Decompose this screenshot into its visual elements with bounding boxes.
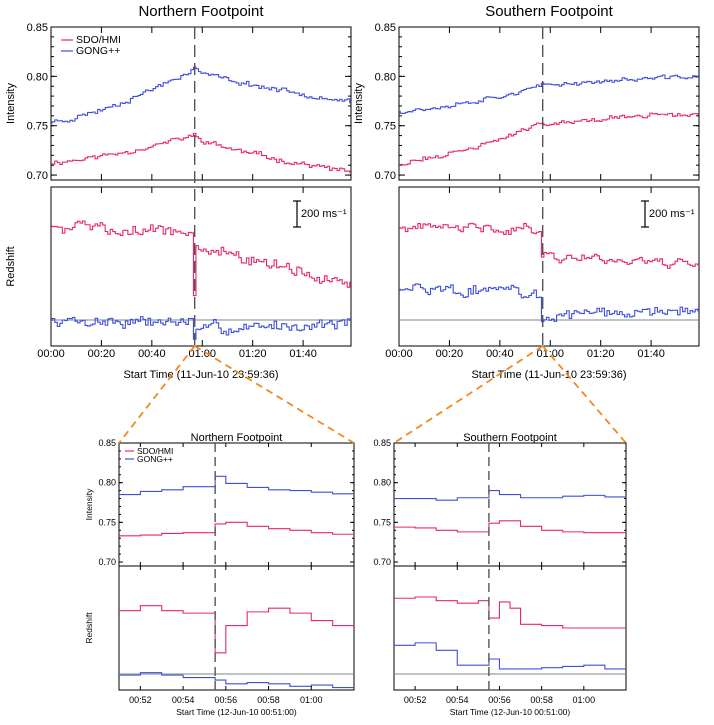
redshift-series-sdo-hmi [399, 222, 699, 269]
redshift-panel [393, 565, 627, 691]
redshift-series-gong [119, 672, 354, 689]
intensity-series-sdo-hmi [119, 521, 354, 537]
intensity-panel: 0.70 0.75 0.80 0.85 [373, 438, 627, 567]
intensity-frame [50, 26, 352, 181]
intensity-frame [398, 26, 700, 181]
y-tick-label: 0.85 [375, 22, 396, 34]
y-tick-label: 0.85 [27, 22, 48, 34]
y-tick-label: 0.85 [373, 438, 391, 448]
x-axis-label: Start Time (11-Jun-10 23:59:36) [471, 369, 626, 381]
scale-bar-label: 200 ms⁻¹ [301, 208, 347, 220]
y-tick-label: 0.75 [27, 121, 48, 133]
x-tick-label: 00:52 [404, 695, 427, 705]
intensity-axis-label: Intensity [353, 83, 365, 124]
redshift-frame [118, 565, 355, 691]
x-tick-label: 00:00 [385, 348, 413, 360]
x-tick-label: 00:40 [138, 348, 166, 360]
x-tick-label: 00:54 [172, 695, 195, 705]
intensity-series-gong [119, 475, 354, 496]
y-tick-label: 0.75 [373, 517, 391, 527]
redshift-panel: Redshift [84, 565, 355, 691]
chart-title: Northern Footpoint [138, 3, 264, 20]
intensity-series-sdo-hmi [399, 112, 699, 166]
y-tick-label: 0.85 [98, 438, 116, 448]
x-tick-label: 01:40 [637, 348, 665, 360]
zoom-connector-line [393, 345, 544, 444]
intensity-panel: 0.70 0.75 0.80 0.85 Intensity [353, 22, 700, 182]
x-tick-label: 00:56 [488, 695, 511, 705]
chart-south-zoom: Southern Footpoint 0.70 0.75 0.80 0.85 00:52 0… [373, 432, 627, 717]
scale-bar-label: 200 ms⁻¹ [649, 208, 695, 220]
redshift-panel: Redshift 200 ms⁻¹ [5, 186, 352, 347]
x-axis-label: Start Time (12-Jun-10 00:51:00) [450, 707, 571, 717]
chart-title: Southern Footpoint [463, 432, 557, 444]
redshift-frame [50, 186, 352, 347]
redshift-series-sdo-hmi [51, 220, 351, 297]
intensity-axis-label: Intensity [5, 83, 17, 124]
legend-label: GONG++ [137, 454, 173, 464]
x-tick-label: 00:56 [215, 695, 238, 705]
y-tick-label: 0.75 [98, 517, 116, 527]
redshift-series-gong [399, 283, 699, 323]
y-tick-label: 0.70 [27, 170, 48, 182]
redshift-series-sdo-hmi [394, 596, 626, 629]
y-tick-label: 0.70 [373, 557, 391, 567]
x-tick-label: 00:52 [129, 695, 152, 705]
zoom-connector-line [118, 345, 196, 444]
chart-north-zoom: Northern Footpoint 0.70 0.75 0.80 0.85 Intens… [84, 432, 355, 717]
intensity-series-gong [51, 66, 351, 124]
x-tick-label: 00:20 [436, 348, 464, 360]
redshift-series-gong [394, 642, 626, 670]
intensity-frame [393, 442, 627, 567]
zoom-connector-line [542, 345, 627, 444]
y-tick-label: 0.80 [98, 478, 116, 488]
legend-label: GONG++ [76, 45, 120, 57]
x-tick-label: 00:54 [446, 695, 469, 705]
y-tick-label: 0.80 [375, 71, 396, 83]
intensity-axis-label: Intensity [84, 488, 94, 520]
redshift-axis-label: Redshift [5, 246, 17, 286]
y-tick-label: 0.70 [98, 557, 116, 567]
x-tick-label: 00:58 [257, 695, 280, 705]
intensity-series-sdo-hmi [394, 520, 626, 534]
legend-label: SDO/HMI [76, 34, 121, 46]
x-tick-label: 01:00 [573, 695, 596, 705]
x-tick-label: 01:00 [300, 695, 323, 705]
x-tick-label: 01:00 [536, 348, 564, 360]
chart-south-top: Southern Footpoint 0.70 0.75 0.80 0.85 Intens… [353, 3, 700, 381]
intensity-series-gong [399, 74, 699, 114]
y-tick-label: 0.80 [373, 478, 391, 488]
x-tick-label: 00:00 [37, 348, 65, 360]
chart-north-top: Northern Footpoint 0.70 0.75 0.80 0.85 Intens… [5, 3, 352, 381]
y-tick-label: 0.75 [375, 121, 396, 133]
y-tick-label: 0.80 [27, 71, 48, 83]
x-tick-label: 01:20 [587, 348, 615, 360]
chart-title: Southern Footpoint [485, 3, 613, 20]
redshift-frame [398, 186, 700, 347]
x-axis-label: Start Time (12-Jun-10 00:51:00) [176, 707, 297, 717]
x-tick-label: 01:20 [239, 348, 267, 360]
x-tick-label: 00:40 [486, 348, 514, 360]
chart-title: Northern Footpoint [191, 432, 283, 444]
intensity-series-sdo-hmi [51, 133, 351, 173]
zoom-connector-line [194, 345, 355, 444]
redshift-series-sdo-hmi [119, 605, 354, 654]
x-axis-label: Start Time (11-Jun-10 23:59:36) [123, 369, 278, 381]
legend-label: SDO/HMI [137, 446, 173, 456]
intensity-series-gong [394, 490, 626, 501]
x-tick-label: 00:58 [530, 695, 553, 705]
x-tick-label: 01:40 [289, 348, 317, 360]
x-tick-label: 00:20 [88, 348, 116, 360]
redshift-series-gong [51, 316, 351, 340]
y-tick-label: 0.70 [375, 170, 396, 182]
redshift-panel: 200 ms⁻¹ [398, 186, 700, 347]
redshift-axis-label: Redshift [84, 612, 94, 644]
zoom-connectors [118, 345, 627, 444]
x-tick-label: 01:00 [188, 348, 216, 360]
